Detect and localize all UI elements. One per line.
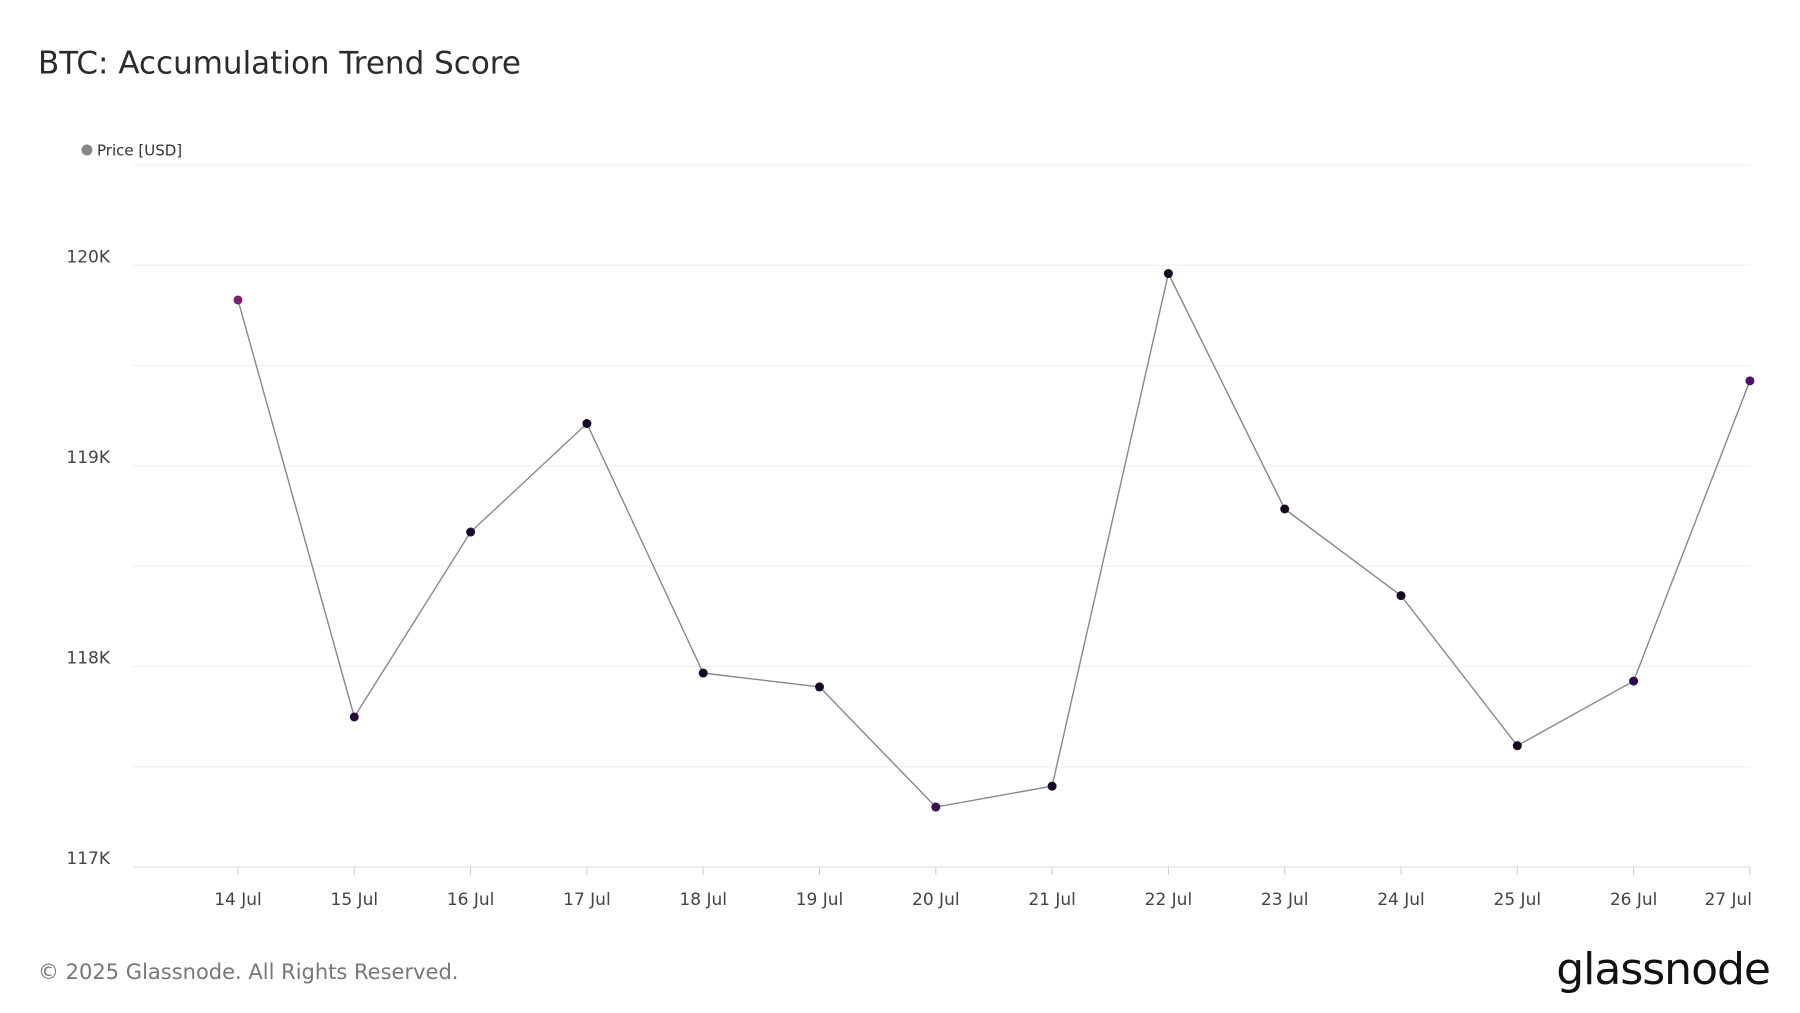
x-tick-label: 27 Jul <box>1704 890 1752 910</box>
price-point <box>1163 269 1173 279</box>
y-tick-label: 118K <box>66 648 110 668</box>
x-tick-label: 18 Jul <box>679 890 727 910</box>
x-tick-label: 24 Jul <box>1377 890 1425 910</box>
price-point <box>698 668 708 678</box>
price-point <box>1745 376 1755 386</box>
price-point <box>931 802 941 812</box>
price-point <box>1512 741 1522 751</box>
price-point <box>233 295 243 305</box>
x-tick-label: 16 Jul <box>447 890 495 910</box>
x-tick-label: 25 Jul <box>1494 890 1542 910</box>
chart-title: BTC: Accumulation Trend Score <box>38 46 521 82</box>
x-tick-label: 22 Jul <box>1145 890 1193 910</box>
logo: glassnode <box>1556 944 1770 995</box>
price-point <box>1047 781 1057 791</box>
price-line <box>237 271 1751 808</box>
x-tick-label: 21 Jul <box>1028 890 1076 910</box>
legend-label: Price [USD] <box>97 142 182 160</box>
x-tick-label: 14 Jul <box>214 890 262 910</box>
price-point <box>1396 591 1406 601</box>
x-tick-label: 19 Jul <box>796 890 844 910</box>
legend-marker <box>81 144 93 156</box>
y-tick-label: 120K <box>66 247 110 267</box>
y-tick-label: 117K <box>66 849 110 869</box>
price-point <box>349 712 359 722</box>
price-point <box>466 527 476 537</box>
footer: © 2025 Glassnode. All Rights Reserved. <box>38 960 458 984</box>
x-tick-label: 23 Jul <box>1261 890 1309 910</box>
price-point <box>582 419 592 429</box>
price-point <box>1280 504 1290 514</box>
price-point <box>1629 676 1639 686</box>
x-tick-label: 17 Jul <box>563 890 611 910</box>
price-point <box>815 682 824 692</box>
x-tick-label: 20 Jul <box>912 890 960 910</box>
x-tick-label: 15 Jul <box>331 890 379 910</box>
x-tick-label: 26 Jul <box>1610 890 1658 910</box>
y-tick-label: 119K <box>66 448 110 468</box>
